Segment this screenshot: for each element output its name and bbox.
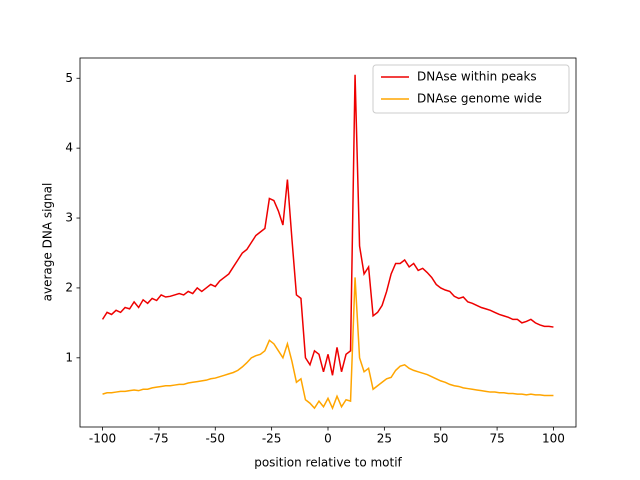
line-series (101, 74, 554, 376)
legend: DNAse within peaks DNAse genome wide (372, 64, 570, 114)
y-axis-label: average DNA signal (41, 183, 55, 302)
legend-label: DNAse within peaks (417, 70, 537, 84)
x-tick-label: 100 (542, 432, 565, 446)
legend-label: DNAse genome wide (417, 92, 542, 106)
x-tick-label: 0 (324, 432, 332, 446)
y-tick-label: 3 (65, 211, 73, 225)
y-tick-label: 5 (65, 71, 73, 85)
x-tick-label: 25 (377, 432, 392, 446)
x-tick-label: 50 (433, 432, 448, 446)
x-tick-label: -25 (262, 432, 282, 446)
y-tick-label: 1 (65, 350, 73, 364)
x-tick-label: -100 (89, 432, 116, 446)
y-tick-label: 2 (65, 280, 73, 294)
line-series (102, 277, 554, 411)
legend-box (372, 64, 570, 114)
y-tick-label: 4 (65, 141, 73, 155)
x-tick-label: 75 (489, 432, 504, 446)
x-axis-label: position relative to motif (254, 456, 402, 470)
x-tick-label: -75 (149, 432, 169, 446)
x-tick-label: -50 (205, 432, 225, 446)
